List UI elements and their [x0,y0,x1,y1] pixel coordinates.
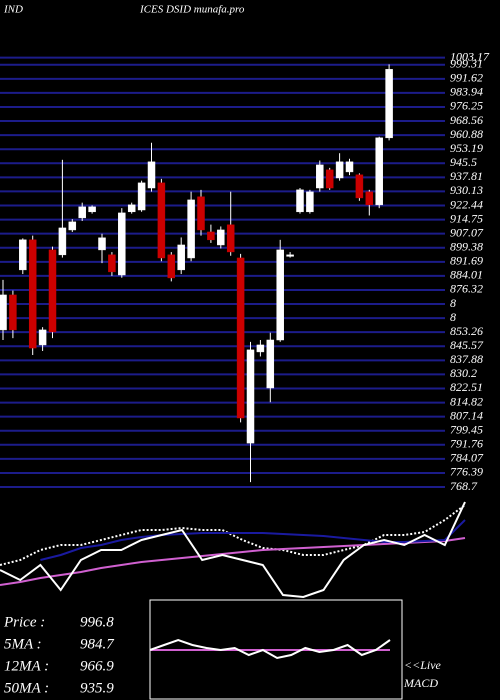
candle-body [246,349,255,444]
candle-body [147,161,156,189]
candle-body [187,199,195,259]
candle-body [98,237,106,251]
candle-body [88,206,96,213]
y-tick-label: 976.25 [450,99,483,113]
title-left: IND [3,4,23,16]
info-value: 966.9 [80,658,114,674]
candle-body [256,344,265,353]
candle-body [68,221,77,231]
candle-body [137,182,146,211]
candle-body [226,224,235,253]
candle-body [19,239,27,271]
y-tick-label: 983.94 [450,85,483,99]
y-tick-label: 814.82 [450,394,483,408]
candle-body [266,339,275,389]
candle-body [385,69,393,139]
y-tick-label: 991.62 [450,71,483,85]
indicator-line [0,504,466,566]
candle-body [375,137,383,206]
y-tick-label: 784.07 [450,451,484,465]
candle-body [118,212,126,276]
candle-body [108,254,116,273]
candle-body [58,227,67,256]
info-label: 5MA : [4,636,42,652]
candle-body [236,257,245,419]
y-tick-label: 845.57 [450,338,484,352]
y-tick-label: 937.81 [450,169,483,183]
y-tick-label: 1003.17 [450,49,490,63]
y-tick-label: 8 [450,296,456,310]
y-tick-label: 899.38 [450,239,483,253]
y-tick-label: 776.39 [450,465,483,479]
y-tick-label: 930.13 [450,183,483,197]
candle-body [9,294,17,331]
y-tick-label: 953.19 [450,141,483,155]
y-tick-label: 876.32 [450,282,483,296]
candle-body [0,294,7,331]
y-tick-label: 968.56 [450,113,483,127]
y-tick-label: 799.45 [450,422,483,436]
info-value: 996.8 [80,614,114,630]
info-value: 935.9 [80,680,114,696]
y-tick-label: 768.7 [450,479,478,493]
y-tick-label: 999.31 [450,57,483,71]
y-tick-label: 837.88 [450,352,483,366]
y-tick-label: 945.5 [450,155,477,169]
candle-body [28,239,37,349]
y-tick-label: 822.51 [450,380,483,394]
macd-label: MACD [403,676,438,690]
candle-body [157,182,166,259]
info-label: 50MA : [4,680,49,696]
live-label: <<Live [404,658,442,672]
candle-body [306,191,314,213]
y-tick-label: 853.26 [450,324,483,338]
y-tick-label: 907.07 [450,225,484,239]
title-right: ICES DSID munafa.pro [139,4,245,16]
candle-body [38,329,47,346]
y-tick-label: 891.69 [450,254,483,268]
info-value: 984.7 [80,636,115,652]
candle-body [345,161,354,173]
candle-body [48,249,57,333]
candle-body [276,249,284,341]
candle-body [177,244,185,271]
y-tick-label: 830.2 [450,366,477,380]
y-tick-label: 8 [450,310,456,324]
indicator-line [0,537,466,586]
y-tick-label: 807.14 [450,408,483,422]
y-tick-label: 960.88 [450,127,483,141]
info-label: 12MA : [4,658,49,674]
indicator-line [0,501,466,599]
candle-body [78,206,86,219]
candle-body [197,196,205,231]
candle-body [335,161,344,179]
candle-body [207,231,215,241]
candle-body [127,204,136,213]
candle-body [296,189,304,213]
info-label: Price : [3,614,45,630]
candle-body [355,174,364,199]
macd-line [149,638,391,660]
candle-body [286,254,294,257]
candle-body [365,191,374,206]
candle-body [325,169,334,189]
candle-body [217,229,225,246]
y-tick-label: 884.01 [450,268,483,282]
y-tick-label: 922.44 [450,197,483,211]
y-tick-label: 914.75 [450,211,483,225]
y-tick-label: 791.76 [450,437,483,451]
candle-body [316,164,324,189]
candle-body [167,254,176,279]
